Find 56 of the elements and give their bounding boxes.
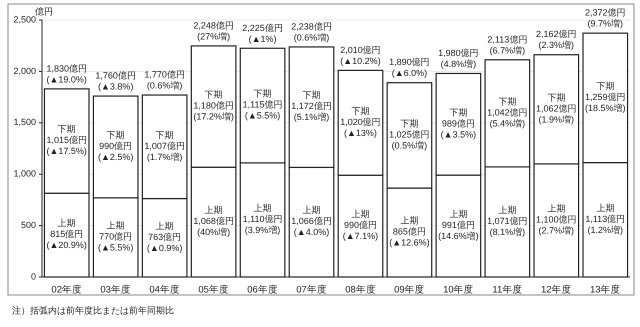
total-label: 1,770億円 (0.6%増) (144, 70, 185, 91)
x-tick-label: 11年度 (492, 284, 522, 296)
data-label: 下期 990億円 (▲2.5%) (98, 130, 134, 162)
y-tick-label: 0 (30, 271, 36, 282)
data-label: 上期 990億円 (▲7.1%) (342, 209, 378, 242)
x-tick-label: 06年度 (247, 284, 278, 296)
total-label: 2,162億円 (2.3%増) (536, 30, 577, 51)
x-tick-label: 12年度 (541, 284, 572, 296)
x-tick-label: 07年度 (296, 284, 327, 296)
x-tick-label: 13年度 (590, 284, 621, 296)
total-label: 1,890億円 (▲6.0%) (389, 58, 430, 79)
data-label: 下期 1,259億円 (18.5%増) (585, 81, 626, 114)
text: 注）括弧内は前年度比または前年同期比 (12, 305, 174, 316)
data-label: 下期 1,062億円 (1.9%増) (536, 92, 577, 125)
data-label: 上期 763億円 (▲0.9%) (146, 221, 182, 254)
y-axis-title: 億円 (35, 6, 53, 16)
y-tick-label: 2,500 (13, 14, 36, 24)
x-tick-label: 05年度 (198, 284, 229, 296)
total-label: 2,372億円 (9.7%増) (585, 8, 626, 30)
total-label: 1,830億円 (▲19.0%) (46, 64, 87, 85)
y-tick-label: 2,000 (13, 66, 36, 76)
x-tick-label: 03年度 (100, 284, 131, 296)
data-label: 上期 991億円 (14.6%増) (438, 209, 479, 242)
x-tick-label: 08年度 (345, 284, 376, 296)
total-label: 2,010億円 (▲10.2%) (340, 45, 381, 66)
x-tick-label: 09年度 (394, 284, 425, 296)
data-label: 上期 1,071億円 (8.1%増) (487, 205, 528, 238)
data-label: 下期 989億円 (▲3.5%) (440, 108, 476, 140)
y-tick-label: 1,000 (13, 168, 36, 179)
data-label: 下期 1,180億円 (17.2%増) (193, 90, 234, 122)
total-label: 1,760億円 (▲3.8%) (95, 70, 136, 92)
data-label: 上期 1,068億円 (40%増) (193, 205, 234, 238)
data-label: 下期 1,020億円 (▲13%) (340, 106, 381, 138)
data-label: 上期 815億円 (▲20.9%) (46, 218, 87, 250)
total-label: 2,248億円 (27%増) (193, 20, 234, 42)
data-label: 下期 1,042億円 (5.4%増) (487, 96, 528, 129)
total-label: 2,113億円 (6.7%増) (487, 34, 528, 56)
total-label: 2,225億円 (▲1%) (242, 23, 283, 44)
data-label: 上期 770億円 (▲5.5%) (98, 220, 134, 253)
x-tick-label: 10年度 (443, 284, 474, 296)
data-label: 上期 865億円 (▲12.6%) (389, 216, 430, 248)
total-label: 2,238億円 (0.6%増) (291, 22, 332, 43)
y-tick-label: 500 (20, 220, 36, 230)
data-label: 下期 1,115億円 (▲5.5%) (242, 88, 282, 121)
x-tick-label: 04年度 (149, 284, 180, 296)
data-label: 上期 1,100億円 (2.7%増) (536, 204, 577, 236)
data-label: 下期 1,015億円 (▲17.5%) (46, 124, 87, 156)
x-tick-label: 02年度 (51, 284, 82, 296)
y-tick-label: 1,500 (13, 117, 36, 128)
data-label: 上期 1,113億円 (1.2%増) (585, 203, 626, 236)
data-label: 下期 1,025億円 (0.5%増) (389, 118, 430, 151)
total-label: 1,980億円 (4.8%増) (438, 48, 479, 70)
data-label: 上期 1,110億円 (3.9%増) (242, 203, 282, 236)
data-label: 上期 1,066億円 (▲4.0%) (291, 206, 332, 238)
data-label: 下期 1,172億円 (5.1%増) (291, 90, 332, 123)
data-label: 下期 1,007億円 (1.7%増) (144, 130, 185, 162)
